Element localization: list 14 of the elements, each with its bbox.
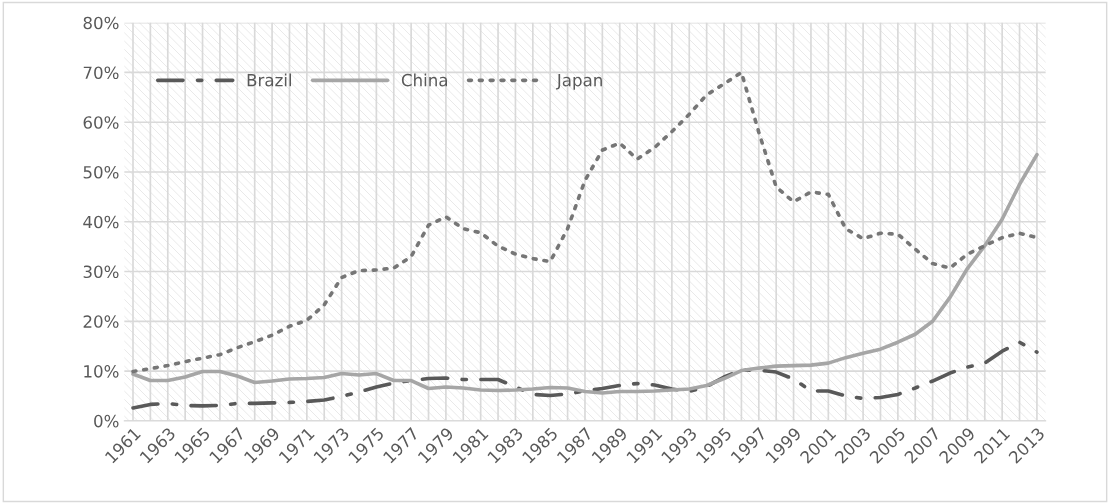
legend-label: China (401, 73, 448, 87)
y-tick-label: 10% (84, 365, 119, 378)
y-tick-label: 60% (83, 116, 119, 129)
y-tick-label: 40% (83, 215, 119, 229)
legend-label: Japan (556, 74, 602, 90)
line-series (131, 152, 1039, 395)
legend-label: Brazil (247, 73, 292, 87)
y-tick-label: 30% (83, 265, 119, 279)
y-tick-label: 20% (83, 315, 119, 328)
y-tick-label: 50% (83, 165, 119, 179)
y-tick-label: 0% (94, 414, 119, 428)
y-tick-label: 70% (83, 66, 119, 80)
y-tick-label: 80% (83, 16, 119, 30)
line-series (131, 340, 1039, 410)
